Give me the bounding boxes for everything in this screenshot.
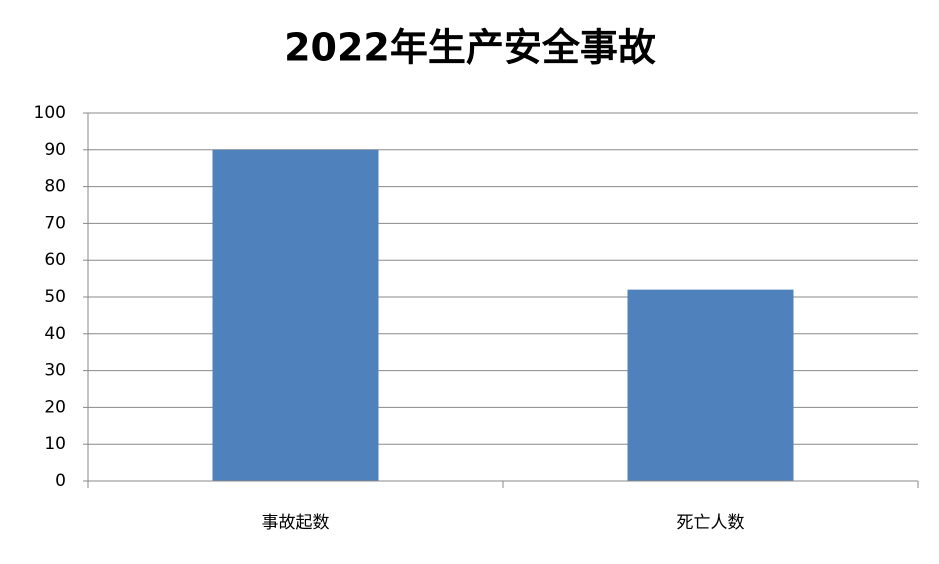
y-tick-label: 90 (44, 140, 66, 160)
y-tick-label: 60 (44, 250, 66, 270)
bar (212, 149, 379, 482)
y-tick-label: 20 (44, 397, 66, 417)
x-tick-label: 事故起数 (262, 513, 330, 533)
y-tick-label: 70 (44, 213, 66, 233)
y-tick-label: 10 (44, 434, 66, 454)
y-tick-label: 30 (44, 361, 66, 381)
y-tick-label: 50 (44, 287, 66, 307)
x-tick-label: 死亡人数 (677, 513, 745, 533)
chart-title: 2022年生产安全事故 (284, 26, 656, 70)
y-tick-label: 0 (55, 471, 66, 491)
y-tick-label: 100 (34, 103, 66, 123)
bar (627, 289, 794, 481)
y-tick-label: 80 (44, 177, 66, 197)
y-tick-label: 40 (44, 324, 66, 344)
